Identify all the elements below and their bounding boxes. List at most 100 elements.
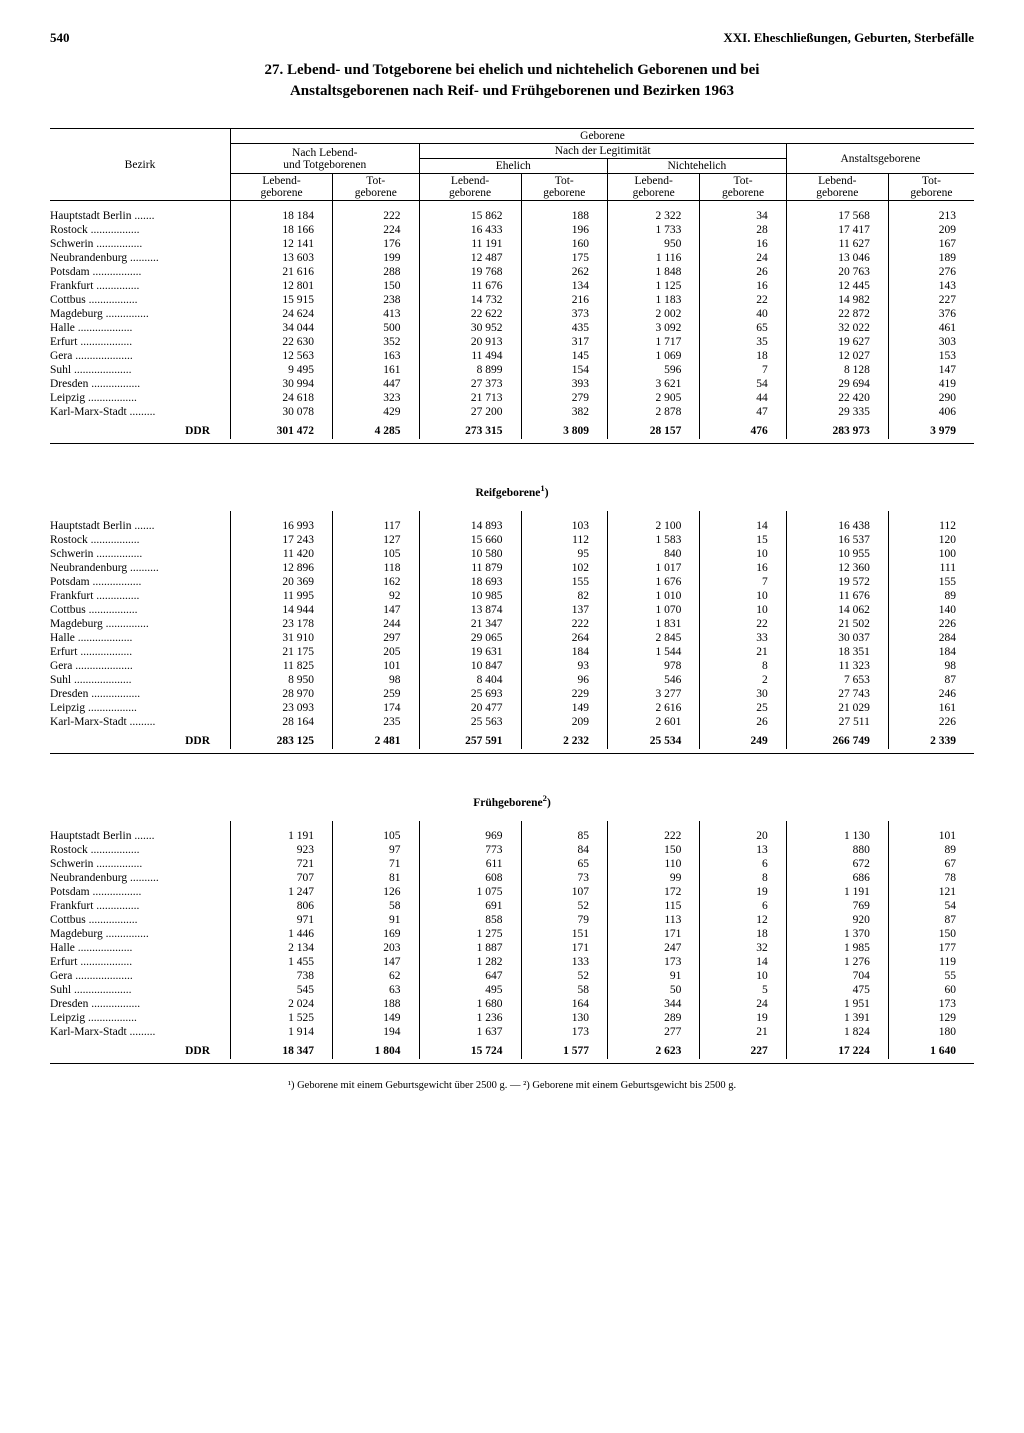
data-cell: 1 191 [786,885,888,899]
data-cell: 173 [608,955,700,969]
title-line-2: Anstaltsgeborenen nach Reif- und Frühgeb… [290,83,734,99]
data-cell: 18 [700,927,786,941]
col-tot: Tot-geborene [700,174,786,201]
district-cell: Halle ................... [50,941,231,955]
data-cell: 1 831 [608,617,700,631]
page-header: 540 XXI. Eheschließungen, Geburten, Ster… [50,30,974,46]
data-cell: 259 [333,687,419,701]
district-cell: Karl-Marx-Stadt ......... [50,405,231,419]
data-cell: 129 [888,1011,974,1025]
data-cell: 171 [521,941,607,955]
district-cell: Suhl .................... [50,363,231,377]
data-cell: 393 [521,377,607,391]
data-cell: 691 [419,899,521,913]
data-cell: 495 [419,983,521,997]
district-cell: Schwerin ................ [50,547,231,561]
data-cell: 1 236 [419,1011,521,1025]
data-cell: 1 848 [608,265,700,279]
data-cell: 172 [608,885,700,899]
data-cell: 15 [700,533,786,547]
data-cell: 1 125 [608,279,700,293]
data-cell: 14 893 [419,519,521,533]
data-cell: 29 335 [786,405,888,419]
data-cell: 33 [700,631,786,645]
data-cell: 7 [700,575,786,589]
total-cell: 301 472 [231,419,333,439]
data-cell: 15 915 [231,293,333,307]
data-cell: 209 [521,715,607,729]
data-cell: 1 824 [786,1025,888,1039]
col-lebend-tot-label: Nach Lebend- und Totgeborenen [283,147,366,171]
data-cell: 101 [888,829,974,843]
data-cell: 16 433 [419,223,521,237]
data-cell: 153 [888,349,974,363]
district-cell: Dresden ................. [50,687,231,701]
table-row: Neubrandenburg ..........707816087399868… [50,871,974,885]
district-cell: Cottbus ................. [50,293,231,307]
data-cell: 82 [521,589,607,603]
data-cell: 150 [333,279,419,293]
data-cell: 50 [608,983,700,997]
data-cell: 297 [333,631,419,645]
table-row: Potsdam .................21 61628819 768… [50,265,974,279]
data-cell: 8 [700,871,786,885]
col-lebend: Lebend-geborene [419,174,521,201]
data-cell: 1 075 [419,885,521,899]
total-cell: 283 973 [786,419,888,439]
data-cell: 1 583 [608,533,700,547]
data-cell: 44 [700,391,786,405]
district-cell: Hauptstadt Berlin ....... [50,209,231,223]
table-row: Leipzig .................1 5251491 23613… [50,1011,974,1025]
total-cell: 18 347 [231,1039,333,1059]
data-cell: 12 141 [231,237,333,251]
data-cell: 769 [786,899,888,913]
data-cell: 12 445 [786,279,888,293]
data-cell: 1 455 [231,955,333,969]
data-cell: 87 [888,673,974,687]
data-cell: 2 [700,673,786,687]
col-legit: Nach der Legitimität [419,144,786,159]
data-cell: 19 [700,1011,786,1025]
data-cell: 95 [521,547,607,561]
data-cell: 22 [700,617,786,631]
data-cell: 58 [333,899,419,913]
data-cell: 25 693 [419,687,521,701]
district-cell: Dresden ................. [50,997,231,1011]
data-cell: 14 732 [419,293,521,307]
data-cell: 127 [333,533,419,547]
data-cell: 13 046 [786,251,888,265]
table-row: Dresden .................28 97025925 693… [50,687,974,701]
col-lebend: Lebend-geborene [786,174,888,201]
data-cell: 85 [521,829,607,843]
data-cell: 12 563 [231,349,333,363]
data-cell: 288 [333,265,419,279]
table-row: Leipzig .................24 61832321 713… [50,391,974,405]
data-cell: 1 525 [231,1011,333,1025]
data-cell: 235 [333,715,419,729]
district-cell: Rostock ................. [50,533,231,547]
data-cell: 24 618 [231,391,333,405]
col-ehelich: Ehelich [419,159,608,174]
data-cell: 773 [419,843,521,857]
data-cell: 227 [888,293,974,307]
data-cell: 120 [888,533,974,547]
total-cell: 257 591 [419,729,521,749]
data-cell: 2 878 [608,405,700,419]
col-tot: Tot-geborene [521,174,607,201]
data-cell: 34 [700,209,786,223]
data-cell: 435 [521,321,607,335]
data-cell: 52 [521,899,607,913]
data-cell: 1 391 [786,1011,888,1025]
data-cell: 11 676 [786,589,888,603]
district-cell: Erfurt .................. [50,955,231,969]
data-cell: 8 950 [231,673,333,687]
data-cell: 8 [700,659,786,673]
data-cell: 73 [521,871,607,885]
data-cell: 100 [888,547,974,561]
table-row: Erfurt ..................21 17520519 631… [50,645,974,659]
district-cell: Leipzig ................. [50,701,231,715]
data-cell: 22 [700,293,786,307]
data-cell: 16 [700,561,786,575]
data-cell: 17 568 [786,209,888,223]
data-cell: 6 [700,857,786,871]
